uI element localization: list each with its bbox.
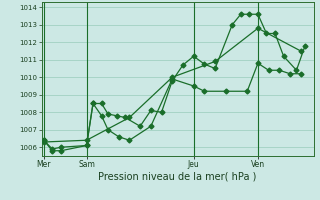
X-axis label: Pression niveau de la mer( hPa ): Pression niveau de la mer( hPa ) <box>99 172 257 182</box>
